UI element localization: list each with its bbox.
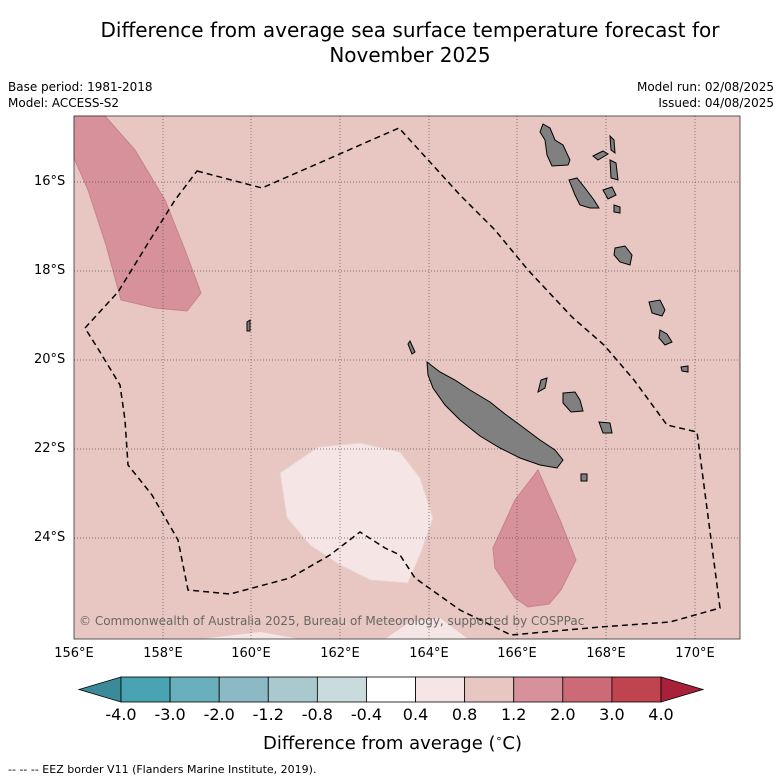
near-average-central: [279, 442, 434, 584]
colorbar-tick-label: 2.0: [550, 705, 576, 724]
title-line-1: Difference from average sea surface temp…: [100, 18, 720, 42]
model-name: Model: ACCESS-S2: [8, 96, 120, 110]
lon-label-156e: 156°E: [54, 646, 94, 661]
lat-label-18s: 18°S: [34, 263, 66, 278]
colorbar-swatch: [267, 676, 318, 703]
colorbar-swatch: [513, 676, 564, 703]
colorbar-swatch: [415, 676, 466, 703]
eez-border: [84, 127, 721, 636]
lon-label-170e: 170°E: [675, 646, 715, 661]
isle-of-pines: [580, 473, 588, 482]
lon-label-164e: 164°E: [409, 646, 449, 661]
gridlines: [74, 116, 740, 639]
colorbar-tick-label: -3.0: [154, 705, 186, 724]
colorbar-tick-label: -0.8: [301, 705, 333, 724]
colorbar-tick-label: 0.4: [402, 705, 429, 724]
mare-island: [598, 421, 613, 434]
colorbar-swatch: [218, 676, 269, 703]
colorbar-tick-label: -2.0: [203, 705, 235, 724]
title-line-2: November 2025: [329, 43, 491, 67]
lifou-island: [562, 391, 584, 413]
colorbar-swatch: [611, 676, 662, 703]
erromango-island: [648, 299, 666, 317]
eez-footnote: -- -- -- EEZ border V11 (Flanders Marine…: [8, 763, 317, 776]
colorbar-tick-label: 0.8: [451, 705, 478, 724]
maewo-island: [592, 150, 609, 161]
colorbar-swatch: [366, 676, 416, 703]
colorbar: [77, 676, 705, 703]
meta-right: Model run: 02/08/2025 Issued: 04/08/2025: [637, 79, 774, 111]
lon-label-158e: 158°E: [143, 646, 183, 661]
colorbar-swatch: [562, 676, 613, 703]
meta-left: Base period: 1981-2018 Model: ACCESS-S2: [8, 79, 153, 111]
lat-label-24s: 24°S: [34, 530, 66, 545]
colorbar-tick-label: -0.4: [350, 705, 383, 724]
copyright-notice: © Commonwealth of Australia 2025, Bureau…: [79, 614, 585, 628]
malekula-island: [568, 177, 600, 209]
warm-anomaly-southeast: [492, 469, 577, 608]
lat-label-16s: 16°S: [34, 174, 66, 189]
epi-island: [613, 204, 621, 214]
colorbar-tick-label: 4.0: [648, 705, 674, 724]
warm-anomaly-northwest: [73, 115, 202, 312]
near-average-south-2: [385, 618, 468, 639]
colorbar-extend-low: [77, 676, 122, 703]
espiritu-santo: [539, 123, 571, 167]
colorbar-label: Difference from average (∘C): [262, 732, 523, 754]
colorbar-tick-label: -4.0: [105, 705, 137, 724]
lon-label-166e: 166°E: [497, 646, 537, 661]
ambrym-island: [602, 186, 617, 200]
model-run: Model run: 02/08/2025: [636, 80, 774, 94]
efate-island: [613, 245, 633, 266]
colorbar-swatch: [169, 676, 220, 703]
colorbar-swatch: [464, 676, 515, 703]
aneityum-island: [680, 365, 689, 373]
colorbar-swatch: [120, 676, 171, 703]
near-average-south-1: [200, 632, 300, 639]
pentecost-island: [609, 159, 619, 181]
colorbar-extend-high: [660, 676, 705, 703]
lon-label-168e: 168°E: [586, 646, 626, 661]
colorbar-tick-label: 3.0: [599, 705, 625, 724]
belep-island: [407, 339, 416, 355]
lon-label-160e: 160°E: [231, 646, 271, 661]
new-caledonia: [426, 360, 564, 469]
base-period: Base period: 1981-2018: [8, 80, 153, 94]
colorbar-tick-label: -1.2: [252, 705, 284, 724]
lat-label-20s: 20°S: [34, 352, 66, 367]
colorbar-swatch: [316, 676, 367, 703]
lat-label-22s: 22°S: [34, 441, 66, 456]
islands: [246, 123, 689, 482]
chesterfield-islet: [246, 319, 251, 332]
pentecost-north: [609, 134, 616, 155]
ouvea-island: [537, 377, 548, 394]
issued-date: Issued: 04/08/2025: [658, 96, 774, 110]
tanna-island: [658, 329, 673, 346]
map-frame: [73, 115, 741, 640]
colorbar-tick-label: 1.2: [500, 705, 527, 724]
map-title: Difference from average sea surface temp…: [40, 18, 780, 68]
lon-label-162e: 162°E: [320, 646, 360, 661]
